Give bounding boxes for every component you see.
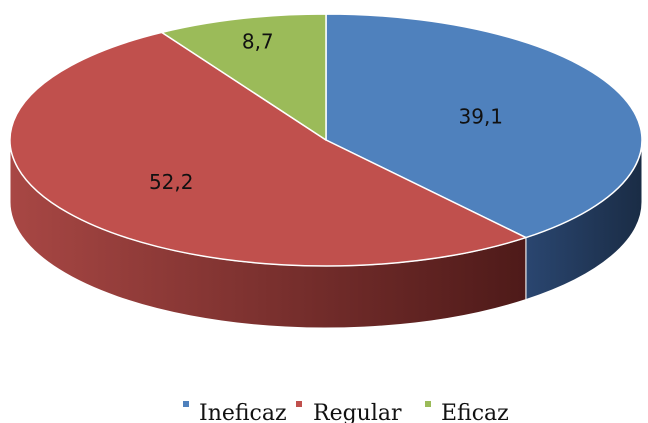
legend-item-eficaz: Eficaz (425, 401, 509, 423)
legend-label-regular: Regular (313, 401, 402, 423)
data-label-regular: 52,2 (149, 170, 194, 194)
pie-slice-ineficaz (325, 13, 643, 239)
legend-item-ineficaz: Ineficaz (183, 401, 287, 423)
data-label-ineficaz: 39,1 (459, 104, 504, 128)
pie-data-labels: 39,1 52,2 8,7 (149, 29, 503, 194)
legend: Ineficaz Regular Eficaz (183, 401, 509, 423)
legend-label-ineficaz: Ineficaz (199, 401, 287, 423)
legend-swatch-regular (296, 401, 302, 407)
pie-tops (9, 13, 643, 267)
legend-swatch-ineficaz (183, 401, 189, 407)
data-label-eficaz: 8,7 (242, 29, 274, 53)
legend-label-eficaz: Eficaz (441, 401, 509, 423)
pie-slice-regular (9, 31, 527, 267)
legend-swatch-eficaz (425, 401, 431, 407)
pie-slice-eficaz (160, 13, 327, 141)
legend-item-regular: Regular (296, 401, 402, 423)
